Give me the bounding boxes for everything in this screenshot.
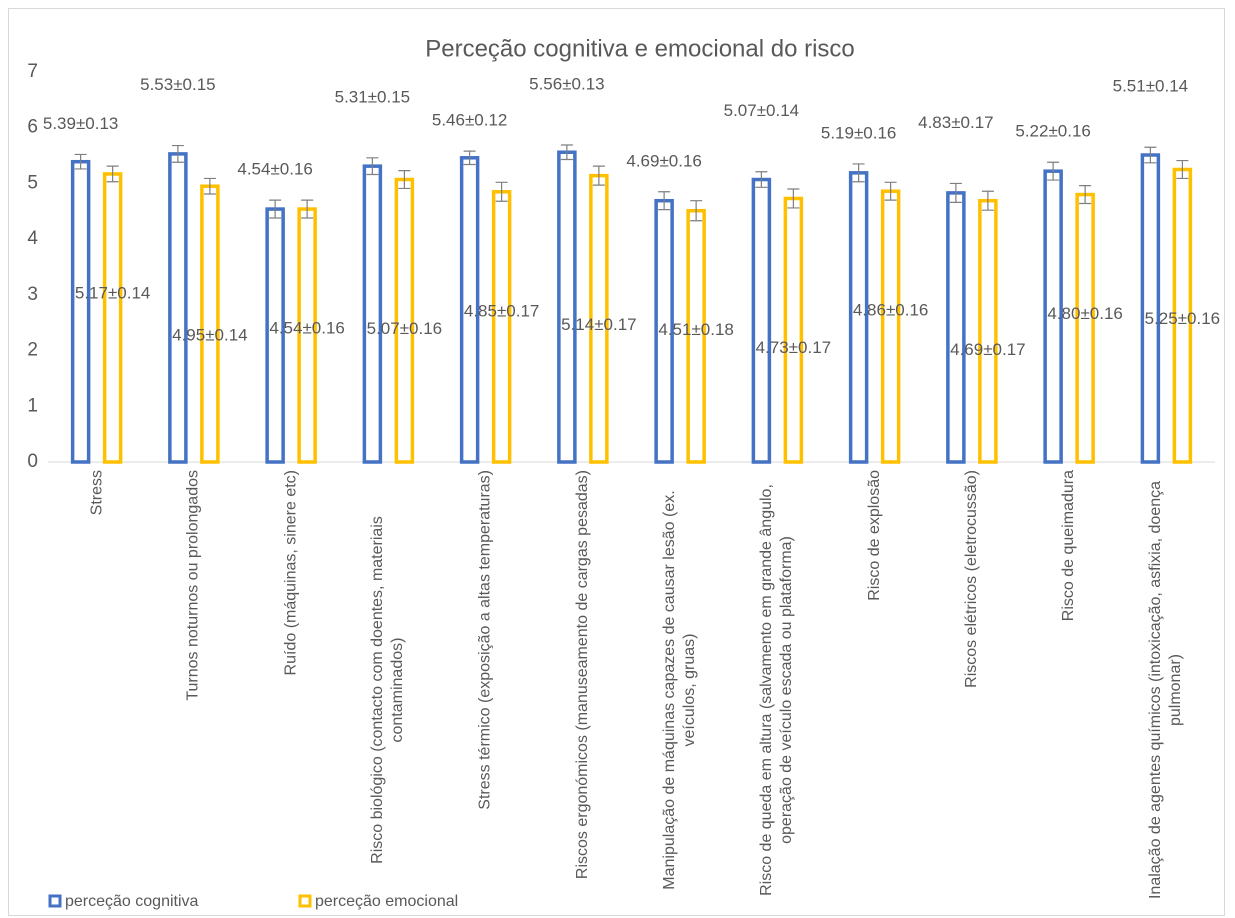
x-tick-label: Inalação de agentes químicos (intoxicaçã…	[1147, 480, 1185, 900]
bar	[1075, 192, 1095, 464]
data-label: 4.73±0.17	[756, 338, 832, 357]
error-bar	[106, 165, 119, 183]
data-label: 5.19±0.16	[821, 123, 897, 142]
data-label: 5.22±0.16	[1015, 122, 1091, 141]
error-bar	[1047, 161, 1060, 181]
error-bar	[269, 199, 282, 219]
data-label: 5.25±0.16	[1145, 309, 1221, 328]
x-tick-label: Risco de queda em altura (salvamento em …	[758, 484, 796, 896]
data-label: 5.17±0.14	[75, 283, 151, 302]
data-label: 5.39±0.13	[43, 114, 119, 133]
bar	[70, 159, 91, 464]
error-bar	[1144, 146, 1157, 164]
y-tick-label: 5	[27, 172, 38, 193]
data-label: 4.54±0.16	[269, 319, 345, 338]
error-bar	[949, 182, 962, 203]
data-label: 5.31±0.15	[335, 87, 411, 106]
x-tick-label: Risco de queimadura	[1060, 470, 1078, 622]
data-label: 5.07±0.14	[724, 101, 800, 120]
data-label: 4.83±0.17	[918, 113, 994, 132]
error-bar	[884, 181, 897, 201]
x-tick-label: Stress térmico (exposição a altas temper…	[476, 470, 494, 810]
error-bar	[203, 177, 216, 195]
bar	[200, 184, 220, 464]
error-bar	[1176, 159, 1189, 180]
x-tick-label: Risco de explosão	[865, 470, 883, 601]
error-bar	[74, 153, 87, 170]
bar	[978, 198, 998, 464]
data-label: 4.86±0.16	[853, 301, 929, 320]
bar	[491, 190, 512, 464]
error-bar	[301, 199, 314, 219]
bar	[102, 172, 123, 464]
bar	[783, 196, 804, 464]
x-tick-label: Ruído (máquinas, sinere etc)	[282, 470, 300, 676]
bar	[946, 191, 966, 464]
x-tick-label: Riscos elétricos (eletrocussão)	[962, 470, 980, 688]
data-label: 4.85±0.17	[464, 301, 540, 320]
bar	[557, 150, 577, 464]
x-tick-label: Manipulação de máquinas capazes de causa…	[661, 490, 699, 890]
data-label: 5.56±0.13	[529, 74, 605, 93]
error-bar	[398, 170, 411, 190]
error-bar	[463, 150, 476, 166]
error-bar	[658, 191, 671, 211]
bar	[751, 177, 772, 464]
chart-frame	[8, 8, 1225, 916]
y-tick-label: 6	[27, 117, 38, 138]
data-label: 4.95±0.14	[172, 326, 248, 345]
error-bar	[981, 190, 994, 211]
bar	[362, 164, 383, 464]
x-tick-label: Stress	[87, 470, 105, 516]
data-label: 4.69±0.17	[950, 340, 1026, 359]
error-bar	[787, 188, 800, 209]
data-label: 5.07±0.16	[367, 319, 443, 338]
y-tick-label: 4	[27, 228, 38, 249]
error-bar	[171, 144, 184, 163]
error-bar	[852, 163, 865, 183]
error-bar	[755, 171, 768, 188]
bar	[880, 189, 901, 464]
legend-swatch	[298, 894, 312, 908]
data-label: 4.54±0.16	[237, 160, 313, 179]
data-label: 5.14±0.17	[561, 315, 637, 334]
data-label: 4.80±0.16	[1047, 304, 1123, 323]
error-bar	[1079, 185, 1092, 205]
y-tick-label: 7	[27, 61, 38, 82]
y-tick-label: 3	[27, 284, 38, 305]
data-label: 5.53±0.15	[140, 75, 216, 94]
error-bar	[495, 181, 508, 202]
data-label: 5.51±0.14	[1113, 77, 1189, 96]
x-tick-label: Risco biológico (contacto com doentes, m…	[369, 516, 407, 864]
data-label: 4.69±0.16	[626, 151, 702, 170]
y-tick-label: 1	[27, 395, 38, 416]
legend-swatch	[48, 894, 62, 908]
error-bar	[690, 200, 703, 222]
data-label: 5.46±0.12	[432, 111, 508, 130]
chart-title: Perceção cognitiva e emocional do risco	[425, 35, 855, 62]
legend-label: perceção emocional	[315, 893, 458, 910]
legend-label: perceção cognitiva	[65, 893, 199, 910]
x-tick-label: Turnos noturnos ou prolongados	[184, 470, 202, 701]
data-label: 4.51±0.18	[658, 320, 734, 339]
error-bar	[560, 144, 573, 161]
error-bar	[366, 157, 379, 176]
error-bar	[592, 165, 605, 186]
y-tick-label: 0	[27, 451, 38, 472]
x-tick-label: Riscos ergonómicos (manuseamento de carg…	[573, 470, 591, 880]
bar	[168, 152, 188, 464]
y-tick-label: 2	[27, 340, 38, 361]
